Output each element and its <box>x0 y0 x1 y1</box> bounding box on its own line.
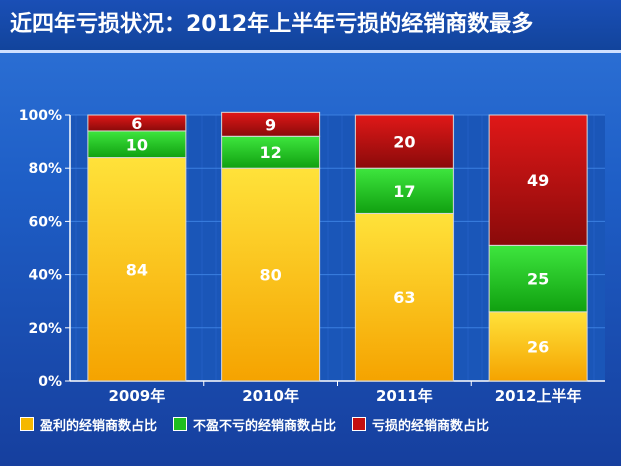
data-label-profit: 84 <box>126 260 148 279</box>
bar-loss <box>221 111 321 137</box>
x-tick-label: 2011年 <box>376 387 433 405</box>
x-tick-label: 2012上半年 <box>495 387 582 405</box>
legend-swatch-breakeven <box>173 417 188 431</box>
bar-loss <box>87 114 187 132</box>
legend-swatch-profit <box>20 417 34 431</box>
data-label-loss: 9 <box>265 115 276 134</box>
data-label-breakeven: 25 <box>527 270 549 289</box>
data-label-loss: 6 <box>131 114 142 133</box>
legend-label-profit: 盈利的经销商数占比 <box>40 418 158 434</box>
data-label-profit: 63 <box>393 288 415 307</box>
bar-breakeven <box>354 167 454 214</box>
chart-legend: 盈利的经销商数占比 不盈不亏的经销商数占比 亏损的经销商数占比 <box>20 412 615 436</box>
y-tick-label: 0% <box>38 374 62 390</box>
legend-item-loss: 亏损的经销商数占比 <box>352 415 489 434</box>
title-divider <box>0 50 621 53</box>
data-label-loss: 20 <box>393 133 415 152</box>
legend-swatch-loss <box>352 417 367 431</box>
data-label-breakeven: 10 <box>126 135 148 154</box>
y-tick-label: 60% <box>28 214 62 230</box>
data-label-profit: 26 <box>527 337 549 356</box>
x-tick-label: 2009年 <box>109 387 166 405</box>
bar-profit <box>354 212 454 382</box>
data-label-loss: 49 <box>527 171 549 190</box>
bar-breakeven <box>488 244 588 313</box>
bar-profit <box>488 311 588 382</box>
x-tick-label: 2010年 <box>242 387 299 405</box>
bar-profit <box>221 167 321 382</box>
y-tick-label: 100% <box>19 108 62 124</box>
legend-label-loss: 亏损的经销商数占比 <box>372 418 490 434</box>
y-tick-label: 40% <box>28 268 62 284</box>
page-title: 近四年亏损状况：2012年上半年亏损的经销商数最多 <box>0 0 621 50</box>
data-label-breakeven: 17 <box>393 182 415 201</box>
bar-profit <box>87 157 187 382</box>
bar-loss <box>354 114 454 169</box>
bar-loss <box>488 114 588 246</box>
legend-item-profit: 盈利的经销商数占比 <box>20 415 157 434</box>
legend-item-breakeven: 不盈不亏的经销商数占比 <box>173 415 336 434</box>
legend-label-breakeven: 不盈不亏的经销商数占比 <box>193 418 337 434</box>
data-label-breakeven: 12 <box>259 143 281 162</box>
y-tick-label: 80% <box>28 161 62 177</box>
data-label-profit: 80 <box>259 266 281 285</box>
y-tick-label: 20% <box>28 321 62 337</box>
